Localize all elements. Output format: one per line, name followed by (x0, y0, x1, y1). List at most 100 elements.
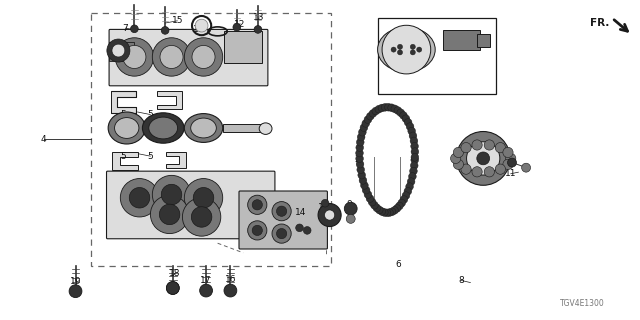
Circle shape (378, 104, 386, 112)
Circle shape (364, 116, 372, 124)
Circle shape (346, 214, 355, 223)
Circle shape (411, 148, 419, 156)
Circle shape (390, 206, 398, 214)
Circle shape (360, 124, 368, 132)
Circle shape (195, 19, 208, 32)
FancyBboxPatch shape (239, 191, 328, 249)
Circle shape (159, 204, 180, 225)
Circle shape (182, 198, 221, 236)
Circle shape (411, 156, 419, 164)
Circle shape (356, 160, 364, 168)
Circle shape (380, 209, 388, 216)
Circle shape (191, 207, 212, 227)
Text: 5: 5 (120, 110, 125, 119)
Circle shape (399, 112, 407, 119)
Circle shape (344, 202, 357, 215)
Circle shape (152, 175, 191, 214)
Circle shape (410, 167, 417, 175)
Circle shape (385, 103, 392, 111)
Circle shape (400, 196, 408, 203)
Circle shape (393, 204, 401, 212)
Text: 4: 4 (41, 135, 46, 144)
Circle shape (362, 186, 370, 194)
Circle shape (388, 104, 396, 112)
Circle shape (396, 202, 403, 210)
Circle shape (383, 209, 390, 217)
Circle shape (364, 191, 372, 198)
Circle shape (318, 204, 341, 227)
Circle shape (367, 112, 374, 120)
Text: 15: 15 (172, 16, 183, 25)
Circle shape (388, 208, 396, 216)
Text: 5: 5 (120, 152, 125, 161)
Text: 17: 17 (200, 276, 212, 285)
Circle shape (477, 152, 490, 165)
Text: 14: 14 (295, 208, 307, 217)
Circle shape (254, 26, 262, 33)
Circle shape (356, 144, 364, 151)
Polygon shape (166, 152, 186, 168)
Bar (224, 31, 262, 63)
Text: 8: 8 (458, 276, 463, 285)
Circle shape (184, 38, 223, 76)
Ellipse shape (108, 112, 145, 144)
Circle shape (391, 105, 399, 113)
Circle shape (409, 132, 417, 140)
Circle shape (166, 282, 179, 294)
Text: 11: 11 (505, 169, 516, 178)
Circle shape (107, 39, 130, 62)
Circle shape (233, 23, 241, 31)
Circle shape (131, 25, 138, 33)
Circle shape (381, 103, 389, 111)
Ellipse shape (115, 117, 139, 138)
Circle shape (115, 38, 154, 76)
Polygon shape (112, 152, 138, 170)
Text: 1: 1 (324, 201, 329, 210)
Circle shape (410, 44, 415, 49)
Circle shape (248, 221, 267, 240)
Circle shape (184, 179, 223, 217)
Circle shape (461, 164, 471, 174)
Circle shape (406, 183, 413, 190)
Text: 7: 7 (123, 24, 128, 33)
Polygon shape (111, 91, 136, 113)
Text: 18: 18 (169, 269, 180, 278)
Text: FR.: FR. (590, 18, 609, 28)
Circle shape (472, 140, 482, 150)
Text: 19: 19 (70, 277, 81, 286)
Circle shape (456, 132, 510, 185)
Text: TGV4E1300: TGV4E1300 (560, 299, 605, 308)
Circle shape (404, 119, 412, 126)
Text: 5: 5 (148, 110, 153, 119)
Bar (91, 13, 331, 266)
Circle shape (192, 45, 215, 68)
Circle shape (453, 147, 463, 157)
Circle shape (193, 188, 214, 208)
Circle shape (506, 153, 516, 164)
Circle shape (503, 159, 513, 170)
Circle shape (123, 45, 146, 68)
Circle shape (402, 115, 410, 123)
Circle shape (150, 195, 189, 234)
Circle shape (357, 133, 365, 141)
FancyBboxPatch shape (109, 29, 268, 86)
Circle shape (386, 209, 394, 216)
Circle shape (382, 25, 431, 74)
Circle shape (411, 153, 419, 161)
Text: 5: 5 (148, 152, 153, 161)
Circle shape (410, 50, 415, 55)
Circle shape (410, 162, 418, 169)
Circle shape (252, 200, 262, 210)
Circle shape (522, 163, 531, 172)
Circle shape (408, 172, 416, 180)
Circle shape (467, 142, 500, 175)
Circle shape (160, 45, 183, 68)
Circle shape (152, 38, 191, 76)
Circle shape (417, 47, 422, 52)
Text: 12: 12 (317, 203, 329, 212)
Ellipse shape (191, 118, 216, 138)
Circle shape (397, 50, 403, 55)
Polygon shape (157, 91, 182, 109)
Circle shape (375, 105, 383, 113)
Bar (443, 30, 480, 50)
